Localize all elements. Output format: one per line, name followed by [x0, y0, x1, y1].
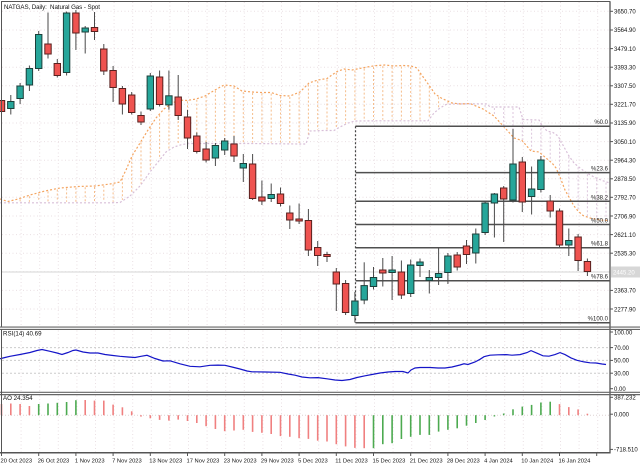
svg-text:11 Dec 2023: 11 Dec 2023 — [335, 459, 367, 465]
svg-text:3650.70: 3650.70 — [614, 10, 636, 16]
svg-text:2706.90: 2706.90 — [614, 214, 636, 220]
svg-text:21 Dec 2023: 21 Dec 2023 — [410, 459, 443, 465]
svg-text:3135.90: 3135.90 — [614, 121, 636, 127]
svg-text:0.000: 0.000 — [614, 413, 630, 419]
svg-text:RSI(14) 40.69: RSI(14) 40.69 — [3, 330, 42, 337]
svg-text:4 Jan 2024: 4 Jan 2024 — [484, 459, 513, 465]
svg-text:2277.90: 2277.90 — [614, 307, 636, 313]
svg-text:2535.30: 2535.30 — [614, 252, 636, 258]
svg-text:1 Nov 2023: 1 Nov 2023 — [75, 459, 105, 465]
svg-text:-718.510: -718.510 — [614, 448, 638, 454]
svg-text:%78.6: %78.6 — [591, 275, 609, 281]
svg-text:100.00: 100.00 — [614, 330, 633, 336]
svg-text:70.00: 70.00 — [614, 346, 630, 352]
svg-text:15 Dec 2023: 15 Dec 2023 — [373, 459, 406, 465]
svg-text:%100.0: %100.0 — [588, 317, 609, 323]
svg-text:2621.10: 2621.10 — [614, 233, 636, 239]
svg-text:17 Nov 2023: 17 Nov 2023 — [187, 459, 220, 465]
svg-text:5 Dec 2023: 5 Dec 2023 — [298, 459, 328, 465]
svg-text:2445.20: 2445.20 — [613, 270, 635, 276]
svg-text:28 Dec 2023: 28 Dec 2023 — [447, 459, 480, 465]
svg-text:16 Jan 2024: 16 Jan 2024 — [559, 459, 592, 465]
svg-text:3221.70: 3221.70 — [614, 103, 636, 109]
svg-text:%38.2: %38.2 — [591, 195, 609, 201]
svg-text:13 Nov 2023: 13 Nov 2023 — [149, 459, 182, 465]
svg-text:3564.90: 3564.90 — [614, 28, 636, 34]
svg-text:23 Nov 2023: 23 Nov 2023 — [224, 459, 257, 465]
svg-text:3050.10: 3050.10 — [614, 140, 636, 146]
svg-text:387.232: 387.232 — [614, 396, 636, 402]
svg-text:2964.30: 2964.30 — [614, 159, 636, 165]
svg-text:0.00: 0.00 — [614, 387, 626, 393]
svg-text:AO 24.354: AO 24.354 — [3, 395, 33, 402]
svg-text:30.00: 30.00 — [614, 372, 630, 378]
svg-text:3393.30: 3393.30 — [614, 66, 636, 72]
svg-text:50.00: 50.00 — [614, 359, 630, 365]
svg-text:26 Oct 2023: 26 Oct 2023 — [38, 459, 70, 465]
svg-text:3307.50: 3307.50 — [614, 84, 636, 90]
svg-text:29 Nov 2023: 29 Nov 2023 — [261, 459, 294, 465]
svg-text:2363.70: 2363.70 — [614, 289, 636, 295]
svg-text:NATGAS, Daily: Natural Gas -: NATGAS, Daily: Natural Gas - Spot — [4, 4, 100, 11]
svg-text:3479.10: 3479.10 — [614, 47, 636, 53]
svg-text:%23.6: %23.6 — [591, 167, 609, 173]
svg-text:2878.50: 2878.50 — [614, 177, 636, 183]
svg-text:10 Jan 2024: 10 Jan 2024 — [521, 459, 554, 465]
svg-text:%50.0: %50.0 — [591, 219, 609, 225]
svg-text:2792.70: 2792.70 — [614, 196, 636, 202]
svg-text:%61.8: %61.8 — [591, 242, 609, 248]
svg-text:7 Nov 2023: 7 Nov 2023 — [112, 459, 142, 465]
svg-text:20 Oct 2023: 20 Oct 2023 — [1, 459, 33, 465]
svg-text:%0.0: %0.0 — [594, 120, 608, 126]
